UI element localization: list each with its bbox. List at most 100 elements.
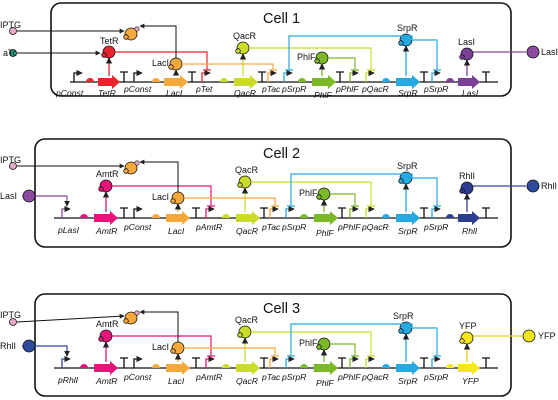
promoter-pqacr-icon (366, 73, 374, 82)
iptg-label-2: IPTG (0, 155, 21, 165)
label-psrpr-2-c2: pSrpR (423, 222, 448, 232)
rbs-qacr-c2-icon (222, 214, 230, 218)
promoter-ptac-c3-icon (270, 359, 278, 368)
terminator-c2-5-icon (420, 208, 428, 218)
iptg-to-laci-c3 (140, 312, 178, 342)
promoter-pconst-c3-icon (134, 359, 142, 368)
label-pconst-c2: pConst (123, 222, 152, 232)
label-psrpr-c3: pSrpR (281, 372, 306, 382)
cds-qacr-icon (234, 75, 258, 89)
rbs-srpr-icon (382, 78, 390, 82)
protein-laci-bound-icon (124, 27, 140, 40)
label-pconst-c3: pConst (123, 372, 152, 382)
protein-laci-bound-c2-icon (124, 161, 140, 174)
label-qacr-gene-c2: QacR (236, 226, 258, 236)
label-yfp-gene: YFP (462, 376, 479, 386)
rhli-input-icon (23, 340, 35, 352)
label-pconst-2: pConst (123, 84, 152, 94)
label-ptac-c2: pTac (261, 222, 281, 232)
promoter-pphlf-c3-icon (350, 359, 358, 368)
promoter-pamtr-c3-icon (206, 359, 214, 368)
repress-phlf-pphlf (328, 58, 359, 70)
promoter-pphlf-icon (350, 73, 358, 82)
repress-laci-ptac (182, 64, 277, 70)
label-ptac: pTac (261, 84, 281, 94)
terminator-c3-4-icon (338, 358, 346, 368)
label-rhli-gene: RhlI (462, 226, 478, 236)
promoter-psrpr-2-c3-icon (432, 359, 440, 368)
label-pamtr-c3: pAmtR (195, 372, 222, 382)
rbs-laci-c2-icon (152, 214, 160, 218)
protein-qacr-icon (236, 42, 249, 54)
cell-1-title: Cell 1 (263, 11, 300, 27)
label-phlf-gene: PhlF (314, 90, 332, 100)
promoter-psrpr-c3-icon (286, 359, 294, 368)
cds-srpr-icon (396, 75, 420, 89)
label-qacr-gene: QacR (234, 88, 256, 98)
label-ptac-c3: pTac (261, 372, 281, 382)
cell-2: Cell 2 pLasI AmtR pConst LacI pAmtR Qa (0, 139, 557, 247)
promoter-ptac-c2-icon (270, 209, 278, 218)
label-lasi-gene: LasI (462, 88, 479, 98)
yfp-output-label: YFP (538, 331, 556, 341)
cds-laci-icon (164, 75, 188, 89)
cds-amtr-icon (94, 211, 118, 225)
lasi-input-icon (23, 190, 35, 202)
protein-label-lasi: LasI (458, 37, 475, 47)
rbs-laci-icon (152, 78, 160, 82)
cell-3-title: Cell 3 (263, 301, 300, 317)
label-plasi: pLasI (57, 225, 80, 235)
terminator-c2-1-icon (120, 208, 128, 218)
label-psrpr: pSrpR (281, 84, 306, 94)
rbs-amtr-c3-icon (80, 364, 88, 368)
terminator-5-icon (420, 72, 428, 82)
protein-label-amtr: AmtR (96, 169, 119, 179)
cds-qacr-c2-icon (236, 211, 260, 225)
lasi-input-label: LasI (0, 191, 17, 201)
cds-srpr-c3-icon (396, 361, 420, 375)
iptg-to-laci-c2 (140, 162, 178, 192)
label-pphlf-c3: pPhlF (337, 372, 361, 382)
label-srpr-gene-c3: SrpR (398, 376, 418, 386)
promoter-pqacr-c3-icon (366, 359, 374, 368)
label-phlf-gene-c2: PhlF (316, 228, 334, 238)
protein-label-qacr-c2: QacR (235, 165, 259, 175)
label-phlf-gene-c3: PhlF (316, 378, 334, 388)
terminator-c2-2-icon (192, 208, 200, 218)
protein-label-laci-c3: LacI (152, 342, 169, 352)
terminator-c2-4-icon (338, 208, 346, 218)
repress-srpr-psrpr-2 (412, 40, 441, 70)
terminator-6-icon (482, 72, 490, 82)
cds-phlf-c3-icon (314, 361, 338, 375)
promoter-psrpr-2-icon (432, 73, 440, 82)
protein-qacr-c2-icon (238, 176, 251, 188)
terminator-c3-1-icon (120, 358, 128, 368)
label-srpr-gene: SrpR (398, 88, 418, 98)
protein-label-srpr-c2: SrpR (397, 161, 418, 171)
protein-label-laci: LacI (152, 58, 169, 68)
label-amtr-gene-c3: AmtR (95, 376, 117, 386)
rbs-qacr-c3-icon (222, 364, 230, 368)
label-pconst-1: pConst (55, 88, 84, 98)
repress-phlf-pphlf-c3 (330, 344, 359, 356)
cds-amtr-c3-icon (94, 361, 118, 375)
label-ptet: pTet (195, 84, 213, 94)
cds-srpr-c2-icon (396, 211, 420, 225)
cds-rhli-icon (458, 211, 480, 225)
label-pqacr: pQacR (361, 84, 389, 94)
rbs-rhli-icon (446, 214, 454, 218)
label-amtr-gene: AmtR (95, 226, 117, 236)
yfp-output-icon (523, 330, 535, 342)
label-qacr-gene-c3: QacR (236, 376, 258, 386)
promoter-ptet-icon (202, 73, 210, 82)
cds-lasi-icon (458, 75, 480, 89)
promoter-pamtr-icon (206, 209, 214, 218)
rbs-phlf-c2-icon (300, 214, 308, 218)
label-pphlf: pPhlF (335, 84, 359, 94)
repress-laci-ptac-c2 (184, 198, 279, 206)
protein-laci-c3-icon (171, 342, 184, 354)
protein-label-yfp: YFP (459, 321, 477, 331)
protein-rhli-icon (460, 182, 473, 194)
label-tetr-gene: TetR (98, 88, 116, 98)
terminator-1-icon (120, 72, 128, 82)
